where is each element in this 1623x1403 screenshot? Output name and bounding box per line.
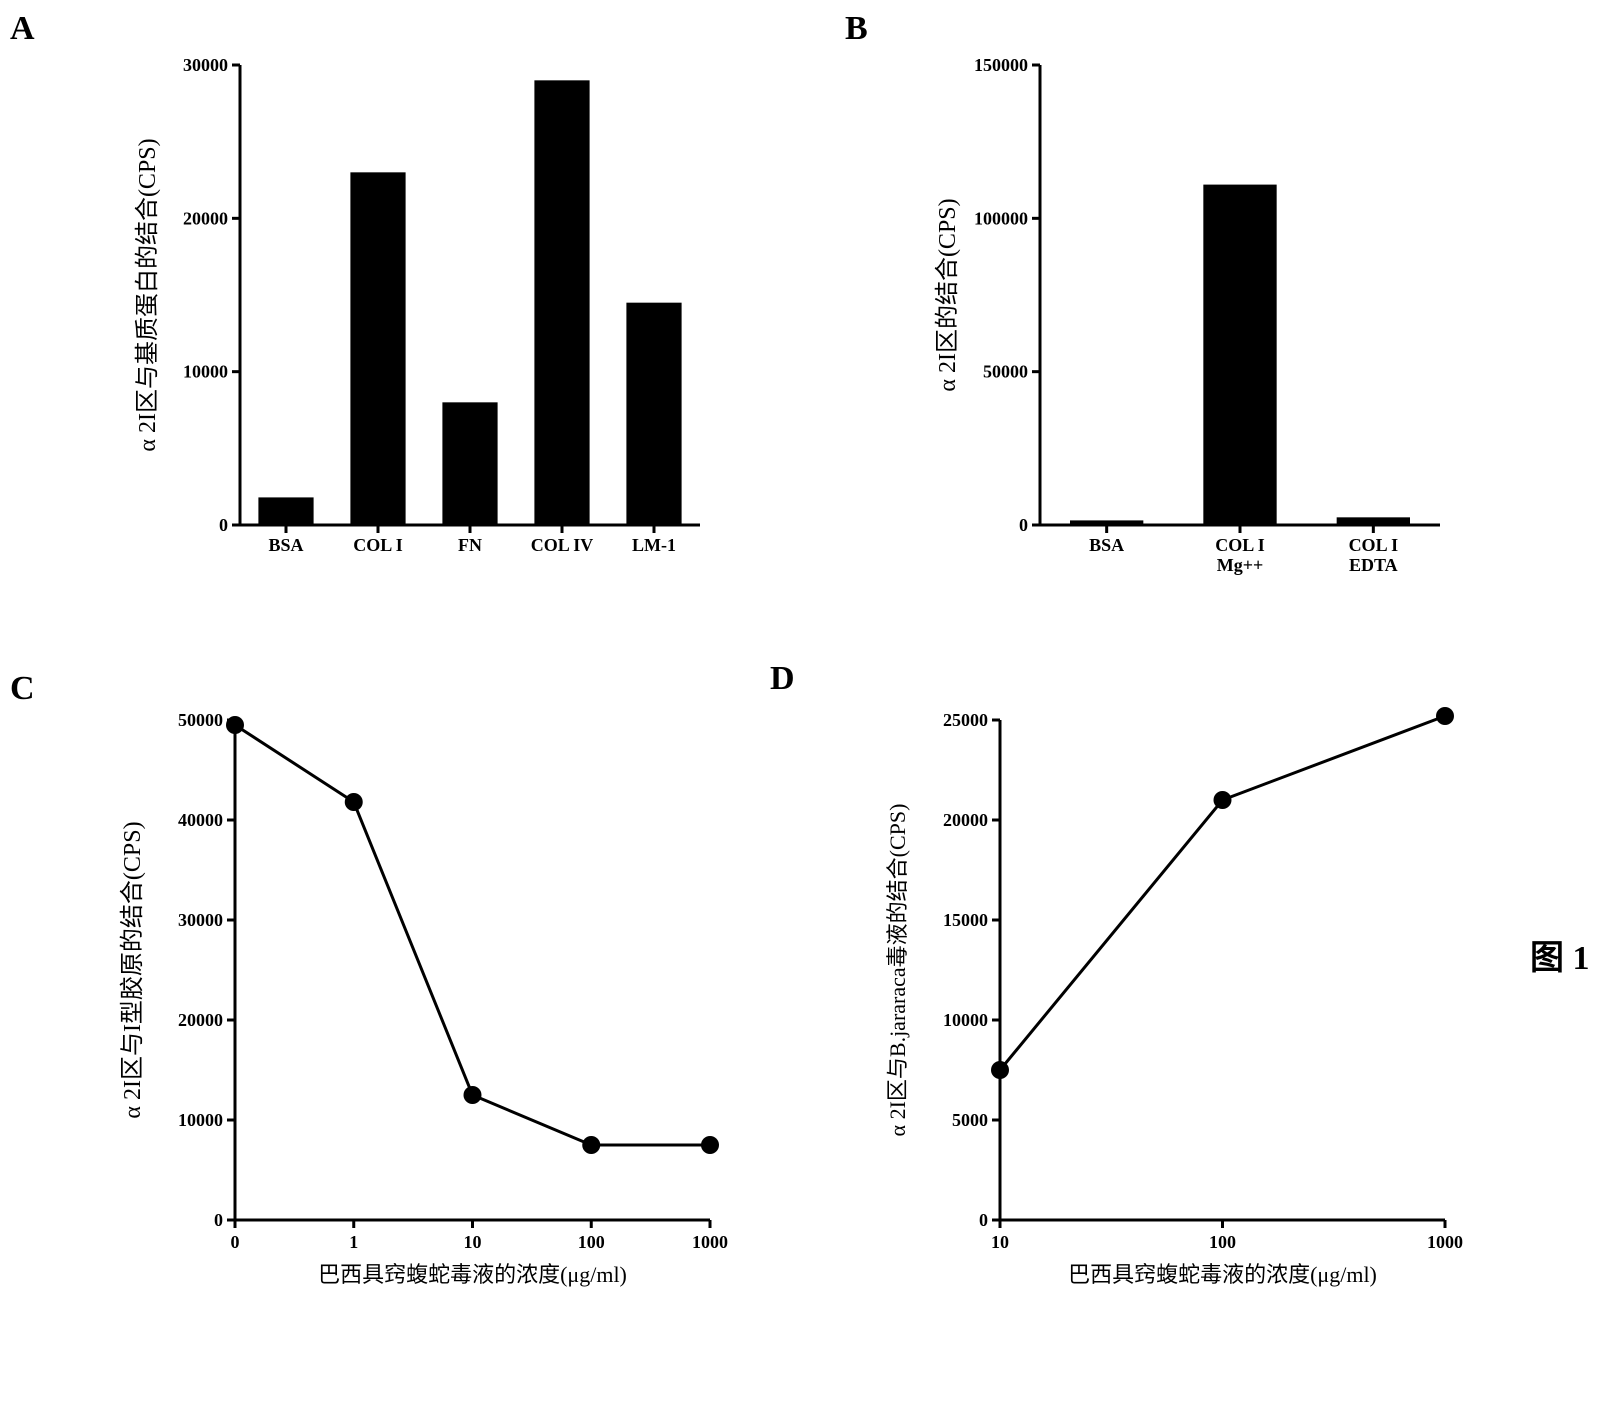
svg-text:巴西具窍蝮蛇毒液的浓度(μg/ml): 巴西具窍蝮蛇毒液的浓度(μg/ml)	[1068, 1262, 1377, 1287]
svg-text:10000: 10000	[943, 1010, 988, 1030]
svg-text:0: 0	[214, 1210, 223, 1230]
panel-d-label: D	[770, 660, 795, 698]
panel-c-chart: 0 10000 20000 30000 40000 50000 0 1 10 100 1000 α 2…	[115, 700, 735, 1320]
svg-text:50000: 50000	[983, 362, 1028, 382]
svg-text:COL IV: COL IV	[531, 535, 594, 555]
svg-text:0: 0	[979, 1210, 988, 1230]
svg-text:COL I: COL I	[353, 535, 403, 555]
svg-text:100: 100	[1209, 1232, 1236, 1252]
svg-text:BSA: BSA	[1089, 535, 1124, 555]
svg-text:COL I: COL I	[1349, 535, 1399, 555]
svg-text:α 2I区与B.jararaca毒液的结合(CPS): α 2I区与B.jararaca毒液的结合(CPS)	[885, 804, 910, 1137]
svg-text:10: 10	[464, 1232, 482, 1252]
svg-text:0: 0	[219, 515, 228, 535]
svg-text:100: 100	[578, 1232, 605, 1252]
svg-text:20000: 20000	[943, 810, 988, 830]
svg-text:FN: FN	[458, 535, 482, 555]
svg-text:0: 0	[1019, 515, 1028, 535]
panel-a-chart: 0 10000 20000 30000 α 2I区与基质蛋白的结合(CPS) BSA COL…	[130, 45, 710, 605]
svg-text:10000: 10000	[178, 1110, 223, 1130]
svg-text:100000: 100000	[974, 208, 1028, 228]
svg-text:Mg++: Mg++	[1217, 555, 1264, 575]
svg-text:LM-1: LM-1	[632, 535, 676, 555]
svg-text:30000: 30000	[178, 910, 223, 930]
panel-c-label: C	[10, 670, 35, 708]
svg-text:1000: 1000	[692, 1232, 728, 1252]
svg-text:25000: 25000	[943, 710, 988, 730]
svg-text:20000: 20000	[178, 1010, 223, 1030]
svg-text:α 2I区的结合(CPS): α 2I区的结合(CPS)	[934, 198, 961, 391]
svg-text:BSA: BSA	[268, 535, 303, 555]
svg-text:COL I: COL I	[1215, 535, 1265, 555]
svg-text:15000: 15000	[943, 910, 988, 930]
svg-text:10000: 10000	[183, 362, 228, 382]
panel-b-chart: 050000100000150000α 2I区的结合(CPS)BSACOL IM…	[930, 45, 1450, 605]
panel-d-chart: 0 5000 10000 15000 20000 25000 10 100 1000 α 2I区与…	[880, 700, 1470, 1320]
svg-text:EDTA: EDTA	[1349, 555, 1398, 575]
svg-text:1000: 1000	[1427, 1232, 1463, 1252]
svg-text:5000: 5000	[952, 1110, 988, 1130]
svg-text:巴西具窍蝮蛇毒液的浓度(μg/ml): 巴西具窍蝮蛇毒液的浓度(μg/ml)	[318, 1262, 627, 1287]
svg-text:α 2I区与基质蛋白的结合(CPS): α 2I区与基质蛋白的结合(CPS)	[134, 138, 161, 451]
svg-text:150000: 150000	[974, 55, 1028, 75]
svg-text:0: 0	[231, 1232, 240, 1252]
svg-text:1: 1	[349, 1232, 358, 1252]
svg-text:10: 10	[991, 1232, 1009, 1252]
svg-text:20000: 20000	[183, 208, 228, 228]
figure-caption: 图 1	[1530, 930, 1590, 979]
panel-b-label: B	[845, 10, 868, 48]
svg-text:50000: 50000	[178, 710, 223, 730]
panel-a-label: A	[10, 10, 35, 48]
svg-text:α 2I区与I型胶原的结合(CPS): α 2I区与I型胶原的结合(CPS)	[119, 821, 146, 1118]
svg-text:30000: 30000	[183, 55, 228, 75]
svg-text:40000: 40000	[178, 810, 223, 830]
figure-page: A B C D 图 1 0100002000030000α 2I区与基质蛋白的结…	[0, 0, 1623, 1403]
